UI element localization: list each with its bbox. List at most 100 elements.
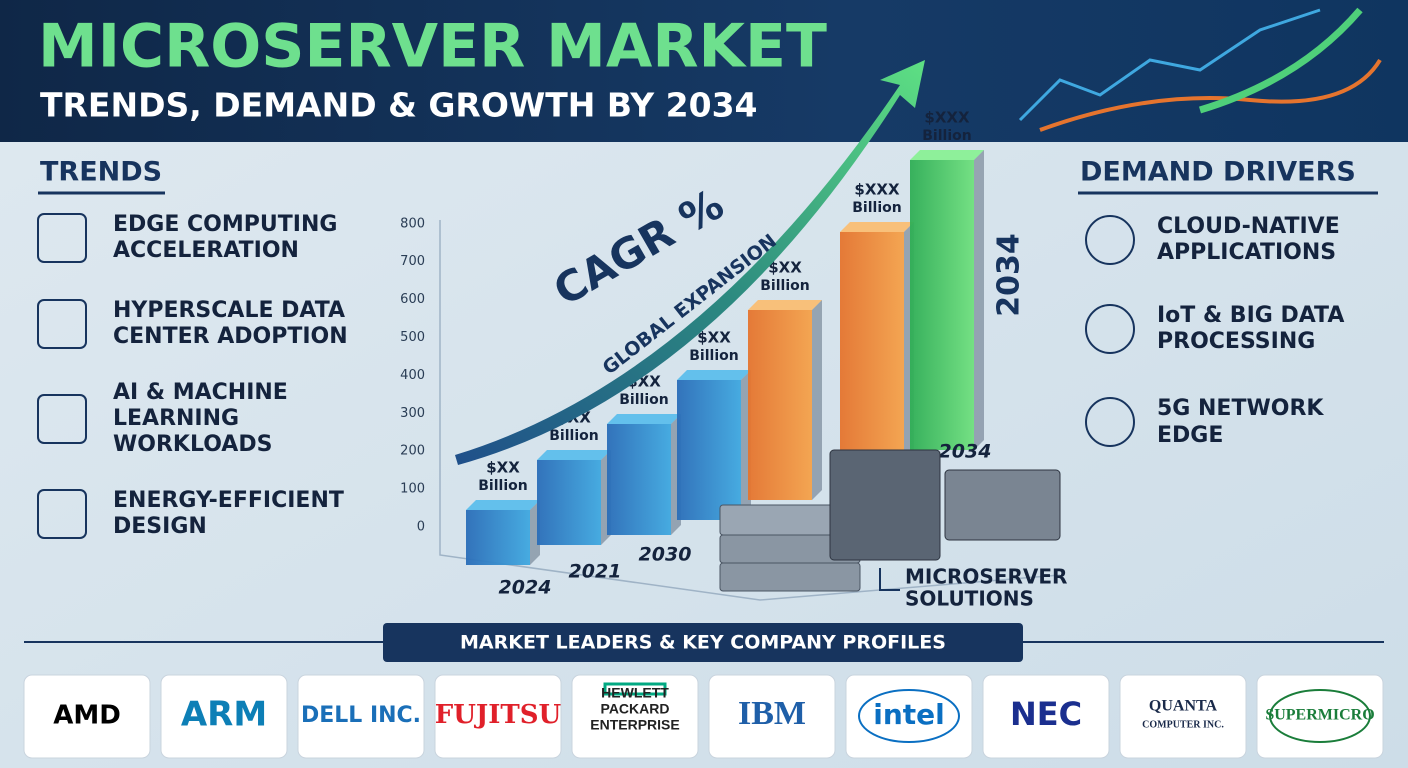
bar-top [537, 450, 611, 460]
bar-side [974, 150, 984, 450]
bar [910, 160, 974, 450]
trend-icon [37, 394, 87, 444]
header-band [0, 0, 1408, 142]
bar-unit: Billion [852, 200, 901, 216]
bar-unit: Billion [619, 392, 668, 408]
company-name: intel [873, 698, 945, 731]
trend-icon [37, 213, 87, 263]
company-name: SUPERMICRO [1265, 707, 1374, 724]
callout-line [879, 568, 900, 591]
driver-icon [1085, 215, 1135, 265]
banner-text: MARKET LEADERS & KEY COMPANY PROFILES [460, 632, 946, 654]
logo-oval [1269, 689, 1371, 743]
logo-card [434, 674, 562, 759]
company-name: AMD [53, 701, 121, 731]
bar-top [677, 370, 751, 380]
logo-card [708, 674, 836, 759]
servers-label: SOLUTIONS [905, 587, 1034, 611]
header-arrow [1198, 7, 1363, 114]
logo-card [297, 674, 425, 759]
side-year: 2034 [992, 233, 1027, 317]
bar [537, 460, 601, 545]
header-line [1018, 8, 1321, 122]
company-name: DELL INC. [301, 703, 421, 728]
logo-card [571, 674, 699, 759]
axis-tick-label: 300 [400, 406, 425, 421]
trend-text: AI & MACHINE [113, 380, 288, 405]
axis-tick-label: 0 [417, 520, 425, 535]
logo-card [160, 674, 288, 759]
driver-text: CLOUD-NATIVE [1157, 214, 1340, 239]
driver-text: APPLICATIONS [1157, 240, 1336, 265]
trend-icon [37, 299, 87, 349]
bar-side [812, 300, 822, 500]
company-name: IBM [738, 695, 806, 732]
axis-tick-label: 700 [400, 254, 425, 269]
bar-unit: Billion [549, 428, 598, 444]
bar-amount: $XXX [854, 181, 900, 199]
servers-label: MICROSERVER [905, 565, 1067, 589]
year-label: 2021 [569, 561, 622, 583]
servers [719, 449, 1061, 592]
bar-unit: Billion [760, 278, 809, 294]
year-label: 2030 [639, 544, 692, 566]
header-line [1039, 58, 1382, 132]
bar-amount: $XX [486, 459, 520, 477]
company-name: FUJITSU [435, 700, 562, 730]
bar-amount: $XX [768, 259, 802, 277]
section-heading: DEMAND DRIVERS [1080, 157, 1356, 188]
company-name: QUANTA [1149, 698, 1218, 715]
driver-icon [1085, 304, 1135, 354]
company-name: NEC [1010, 695, 1082, 733]
trend-text: CENTER ADOPTION [113, 324, 348, 349]
trend-text: LEARNING [113, 406, 239, 431]
trend-icon [37, 489, 87, 539]
trend-text: ENERGY-EFFICIENT [113, 488, 344, 513]
driver-text: 5G NETWORK [1157, 396, 1324, 421]
bar-top [840, 222, 914, 232]
axis-tick-label: 500 [400, 330, 425, 345]
trend-text: HYPERSCALE DATA [113, 298, 345, 323]
axis-frame [439, 220, 1061, 601]
axis-tick-label: 600 [400, 292, 425, 307]
driver-icon [1085, 397, 1135, 447]
bar-unit: Billion [922, 128, 971, 144]
trend-text: DESIGN [113, 514, 207, 539]
logo-card [1119, 674, 1247, 759]
bar [840, 232, 904, 485]
company-name: HEWLETT [601, 685, 669, 701]
bar-unit: Billion [689, 348, 738, 364]
axis-tick-label: 400 [400, 368, 425, 383]
bar-top [910, 150, 984, 160]
year-label: 2024 [499, 577, 552, 599]
logo-mark [603, 682, 667, 696]
driver-text: PROCESSING [1157, 329, 1315, 354]
bar-top [607, 414, 681, 424]
subtitle: TRENDS, DEMAND & GROWTH BY 2034 [40, 86, 758, 125]
bar-unit: Billion [478, 478, 527, 494]
axis-tick-label: 800 [400, 216, 425, 231]
trend-text: WORKLOADS [113, 432, 272, 457]
bar [466, 510, 530, 565]
company-name: COMPUTER INC. [1142, 719, 1224, 730]
title: MICROSERVER MARKET [38, 12, 827, 82]
bar [748, 310, 812, 500]
logo-card [23, 674, 151, 759]
trend-text: ACCELERATION [113, 238, 299, 263]
banner [383, 623, 1023, 662]
bar-top [466, 500, 540, 510]
section-heading: TRENDS [40, 157, 162, 188]
logo-card [982, 674, 1110, 759]
year-label: 2034 [939, 441, 992, 463]
company-name: ENTERPRISE [590, 717, 679, 733]
driver-text: IoT & BIG DATA [1157, 303, 1344, 328]
bar-amount: $XX [697, 329, 731, 347]
bar [607, 424, 671, 535]
axis-tick-label: 200 [400, 444, 425, 459]
axis-tick-label: 100 [400, 482, 425, 497]
company-name: PACKARD [601, 701, 670, 717]
bar [677, 380, 741, 520]
company-name: ARM [181, 695, 267, 735]
